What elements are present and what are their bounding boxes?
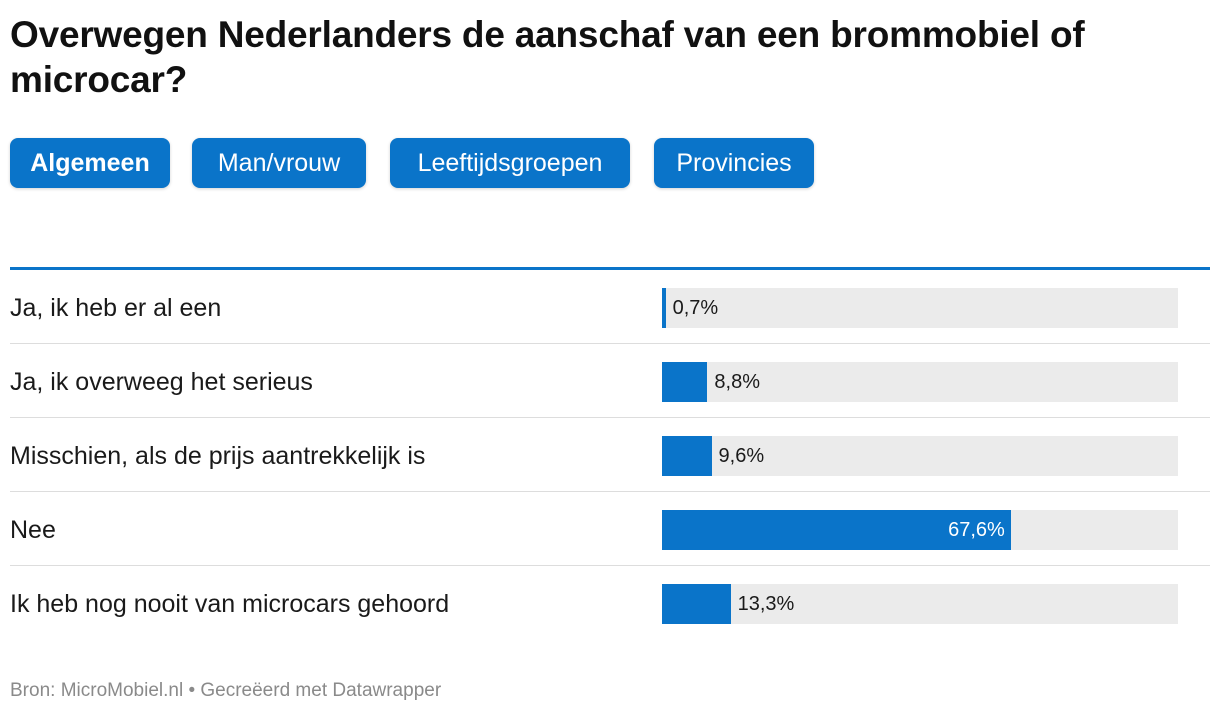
chart-title: Overwegen Nederlanders de aanschaf van e… (10, 12, 1200, 102)
bar-category-label: Ja, ik heb er al een (10, 288, 221, 328)
row-divider (10, 343, 1210, 344)
bar-value-label: 9,6% (719, 436, 765, 476)
tab-man-vrouw[interactable]: Man/vrouw (192, 138, 366, 188)
bar (662, 362, 707, 402)
bar-category-label: Misschien, als de prijs aantrekkelijk is (10, 436, 425, 476)
bar-category-label: Ik heb nog nooit van microcars gehoord (10, 584, 449, 624)
row-divider (10, 417, 1210, 418)
bar-track (662, 288, 1178, 328)
bar-value-label: 67,6% (885, 510, 1005, 550)
source-note: Bron: MicroMobiel.nl • Gecreëerd met Dat… (10, 680, 441, 702)
row-divider (10, 491, 1210, 492)
tab-provincies[interactable]: Provincies (654, 138, 814, 188)
bar-category-label: Ja, ik overweeg het serieus (10, 362, 313, 402)
tab-leeftijdsgroepen[interactable]: Leeftijdsgroepen (390, 138, 630, 188)
bar-value-label: 8,8% (714, 362, 760, 402)
bar-value-label: 13,3% (738, 584, 795, 624)
bar (662, 436, 712, 476)
row-divider (10, 565, 1210, 566)
chart-top-rule (10, 267, 1210, 270)
bar-category-label: Nee (10, 510, 56, 550)
bar (662, 584, 731, 624)
bar-value-label: 0,7% (673, 288, 719, 328)
tab-algemeen[interactable]: Algemeen (10, 138, 170, 188)
bar (662, 288, 666, 328)
